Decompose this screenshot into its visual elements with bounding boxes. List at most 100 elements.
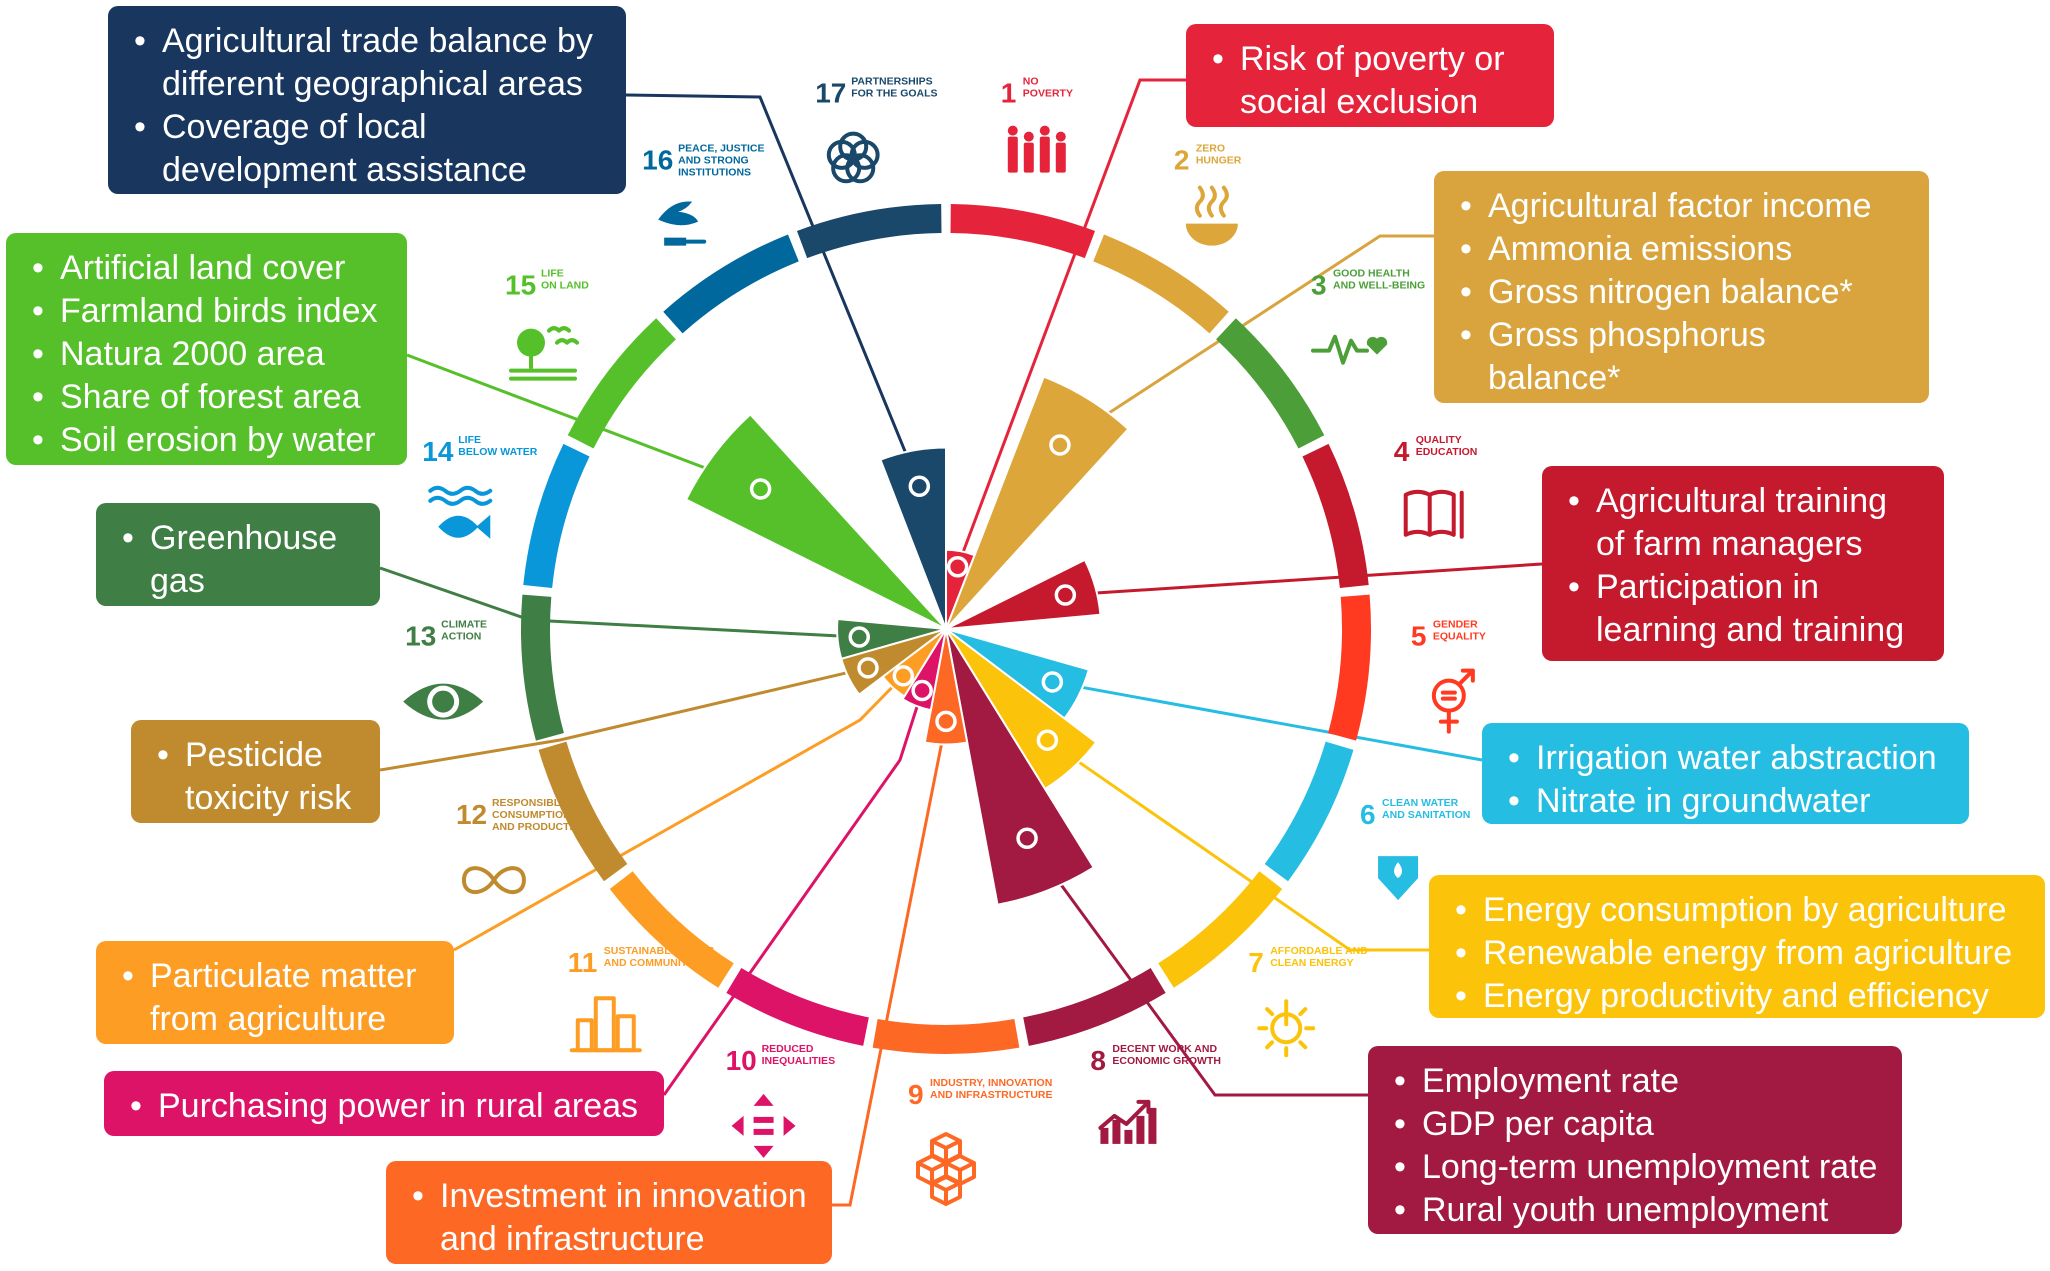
- indicator-item: Pesticide toxicity risk: [153, 734, 358, 820]
- goal-title-line: AND INFRASTRUCTURE: [930, 1089, 1053, 1101]
- water-drop-icon: [1378, 856, 1419, 901]
- indicator-box-goal-2: Agricultural factor incomeAmmonia emissi…: [1434, 171, 1929, 443]
- indicator-item: Organic farming: [1456, 400, 1907, 443]
- wedge-marker-goal-6: [1041, 671, 1064, 693]
- indicator-item: Gross nitrogen balance*: [1456, 271, 1907, 314]
- wedge-marker-goal-10: [911, 679, 933, 702]
- indicator-box-goal-10: Purchasing power in rural areas: [104, 1071, 664, 1136]
- indicator-item: Agricultural training of farm managers: [1564, 480, 1922, 566]
- tree-birds-icon: [509, 326, 580, 381]
- indicator-item: Greenhouse gas emissions: [118, 517, 358, 646]
- ring-segment-goal-12: [538, 741, 628, 882]
- indicator-box-goal-11: Particulate matter from agriculture: [96, 941, 454, 1044]
- goal-title-line: ON LAND: [541, 280, 589, 292]
- family-people-icon: [1007, 125, 1066, 173]
- goal-title-line: ECONOMIC GROWTH: [1112, 1055, 1221, 1067]
- goal-title-line: CLEAN ENERGY: [1270, 957, 1353, 969]
- cubes-icon: [916, 1132, 976, 1206]
- indicator-item: Energy productivity and efficiency: [1451, 975, 2023, 1018]
- equality-arrows-icon: [731, 1093, 796, 1158]
- indicator-item: Risk of poverty or social exclusion: [1208, 38, 1532, 124]
- goal-number: 9: [908, 1079, 924, 1110]
- ring-segment-goal-4: [1302, 443, 1369, 588]
- growth-chart-icon: [1098, 1099, 1157, 1144]
- connector-goal-11: [453, 674, 905, 952]
- goal-title-line: ZERO: [1196, 143, 1225, 155]
- goal-title-line: CLEAN WATER: [1382, 797, 1459, 809]
- indicator-item: Natura 2000 area: [28, 333, 385, 376]
- goal-title-line: PARTNERSHIPS: [851, 76, 932, 88]
- connector-goal-6: [1052, 680, 1483, 762]
- goal-number: 15: [505, 270, 536, 301]
- ring-segment-goal-14: [523, 443, 590, 588]
- ring-segment-goal-13: [521, 594, 564, 741]
- indicator-item: Gross phosphorus balance*: [1456, 314, 1907, 400]
- indicator-item: Renewable energy from agriculture: [1451, 932, 2023, 975]
- ring-segment-goal-1: [950, 204, 1096, 259]
- goal-title-line: INDUSTRY, INNOVATION: [930, 1077, 1052, 1089]
- goal-title-line: BELOW WATER: [458, 446, 538, 458]
- goal-title-line: CLIMATE: [441, 619, 487, 631]
- goal-title-line: PEACE, JUSTICE: [678, 143, 764, 155]
- gender-equality-icon: [1431, 668, 1475, 734]
- indicator-item: Energy consumption by agriculture: [1451, 889, 2023, 932]
- goal-icons: [403, 125, 1475, 1206]
- earth-eye-icon: [403, 683, 484, 720]
- ring-segment-goal-15: [567, 318, 676, 449]
- wedge-marker-goal-8: [1016, 827, 1038, 849]
- rings-flower-icon: [826, 131, 880, 184]
- indicator-item: Investment in innovation and infrastruct…: [408, 1175, 810, 1261]
- indicator-box-goal-4: Agricultural training of farm managersPa…: [1542, 466, 1944, 661]
- wedge-goal-8: [945, 628, 1096, 906]
- goal-number: 1: [1001, 78, 1017, 109]
- indicator-box-goal-17: Agricultural trade balance by different …: [108, 6, 626, 194]
- goal-title-line: NO: [1023, 76, 1039, 88]
- goal-title-line: GENDER: [1433, 619, 1478, 631]
- goal-title-line: POVERTY: [1023, 88, 1073, 100]
- goal-title-line: LIFE: [541, 268, 564, 280]
- goal-title-line: DECENT WORK AND: [1112, 1043, 1217, 1055]
- connector-goal-4: [1065, 562, 1543, 597]
- indicator-item: Agricultural factor income: [1456, 185, 1907, 228]
- wedge-marker-goal-17: [908, 475, 931, 498]
- ring-segment-goal-9: [872, 1019, 1020, 1054]
- ring-segment-goal-11: [609, 871, 734, 988]
- indicator-box-goal-12: Pesticide toxicity risk: [131, 720, 380, 823]
- goal-title-line: SUSTAINABLE CITIES: [604, 945, 715, 957]
- connector-goal-8: [1025, 837, 1368, 1097]
- indicator-item: Agricultural trade balance by different …: [130, 20, 604, 106]
- power-sun-icon: [1257, 999, 1316, 1058]
- ring-segment-goal-6: [1264, 741, 1354, 882]
- goal-title-line: QUALITY: [1416, 434, 1462, 446]
- ring-segment-goal-5: [1328, 594, 1371, 741]
- indicator-wedges: [684, 375, 1130, 906]
- city-buildings-icon: [569, 996, 642, 1053]
- indicator-box-goal-6: Irrigation water abstractionNitrate in g…: [1482, 723, 1969, 824]
- indicator-item: Artificial land cover: [28, 247, 385, 290]
- indicator-item: GDP per capita: [1390, 1103, 1880, 1146]
- goal-title-line: AND WELL-BEING: [1333, 280, 1425, 292]
- wedge-goal-15: [684, 412, 947, 630]
- food-bowl-icon: [1185, 185, 1238, 246]
- goal-title-line: RESPONSIBLE: [492, 797, 567, 809]
- wedge-goal-4: [945, 558, 1102, 630]
- wedge-markers: [749, 434, 1077, 849]
- goal-title-line: AND COMMUNITIES: [604, 957, 704, 969]
- indicator-item: Irrigation water abstraction: [1504, 737, 1947, 780]
- indicator-item: Coverage of local development assistance: [130, 106, 604, 192]
- ring-segment-goal-17: [796, 204, 942, 259]
- goal-title-line: FOR THE GOALS: [851, 88, 937, 100]
- goal-title-line: INEQUALITIES: [762, 1055, 836, 1067]
- goal-number: 17: [815, 78, 846, 109]
- goal-title-line: AND SANITATION: [1382, 809, 1470, 821]
